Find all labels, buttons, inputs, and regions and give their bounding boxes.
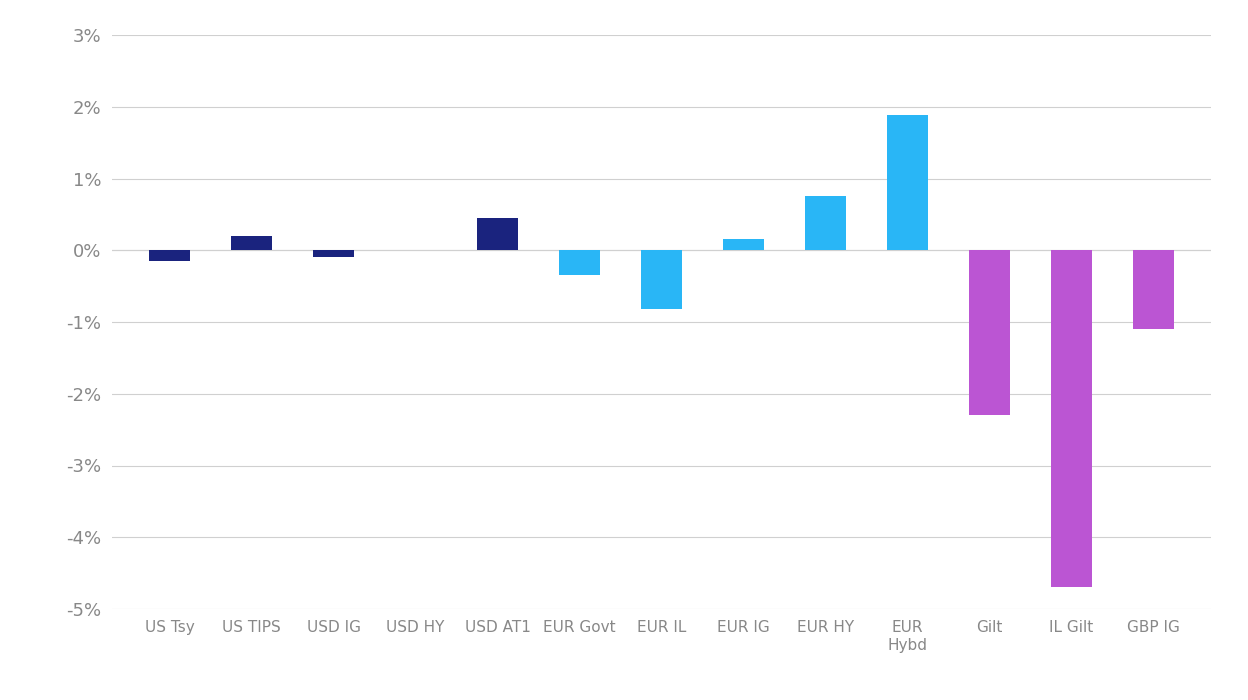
- Bar: [887, 116, 927, 251]
- Bar: [231, 236, 272, 251]
- Bar: [477, 218, 518, 251]
- Bar: [723, 239, 764, 251]
- Bar: [968, 251, 1010, 415]
- Bar: [1133, 251, 1173, 329]
- Bar: [641, 251, 681, 309]
- Bar: [313, 251, 354, 258]
- Bar: [150, 251, 190, 261]
- Bar: [805, 197, 846, 251]
- Bar: [1051, 251, 1092, 587]
- Bar: [559, 251, 600, 275]
